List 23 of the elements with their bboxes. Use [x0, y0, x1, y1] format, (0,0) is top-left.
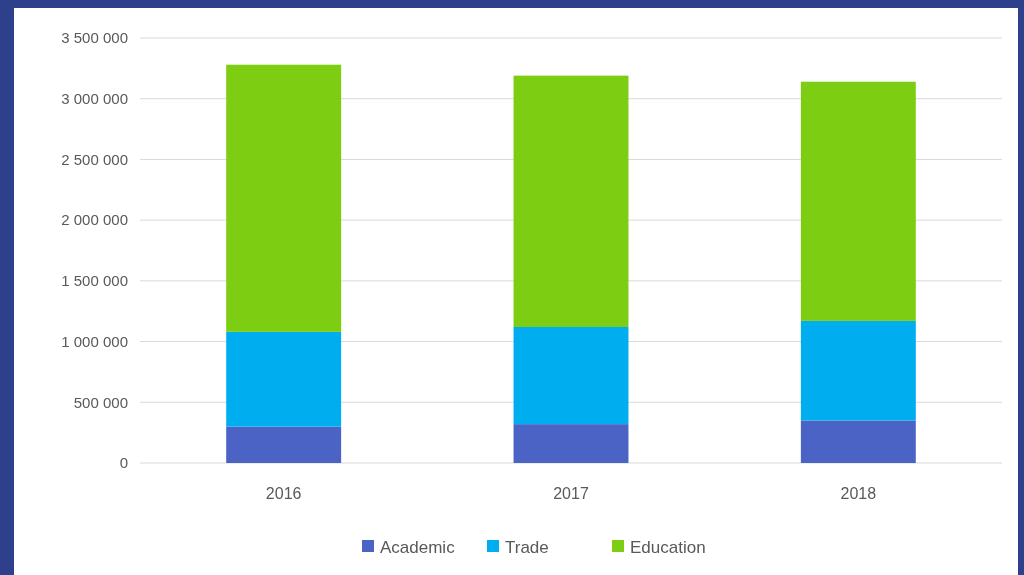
legend-label: Education [630, 537, 706, 557]
bar [513, 327, 629, 425]
y-tick-label: 3 500 000 [61, 29, 128, 47]
legend-label: Academic [380, 537, 456, 557]
x-tick-label: 2016 [265, 485, 302, 502]
bar [513, 424, 629, 463]
y-tick-label: 2 500 000 [61, 150, 128, 168]
bar [513, 75, 629, 327]
bar [226, 64, 342, 332]
y-tick-label: 3 000 000 [61, 89, 128, 107]
bar [226, 331, 342, 427]
bar [800, 420, 916, 463]
bar [226, 426, 342, 463]
bar [800, 320, 916, 421]
y-tick-label: 2 000 000 [61, 211, 128, 229]
legend-label: Trade [505, 537, 549, 557]
bar [800, 81, 916, 321]
y-tick-label: 1 000 000 [61, 332, 128, 350]
x-tick-label: 2017 [553, 485, 589, 502]
y-tick-label: 0 [119, 454, 128, 472]
y-tick-label: 1 500 000 [61, 272, 128, 290]
x-tick-label: 2018 [840, 485, 877, 502]
y-tick-label: 500 000 [73, 393, 128, 411]
